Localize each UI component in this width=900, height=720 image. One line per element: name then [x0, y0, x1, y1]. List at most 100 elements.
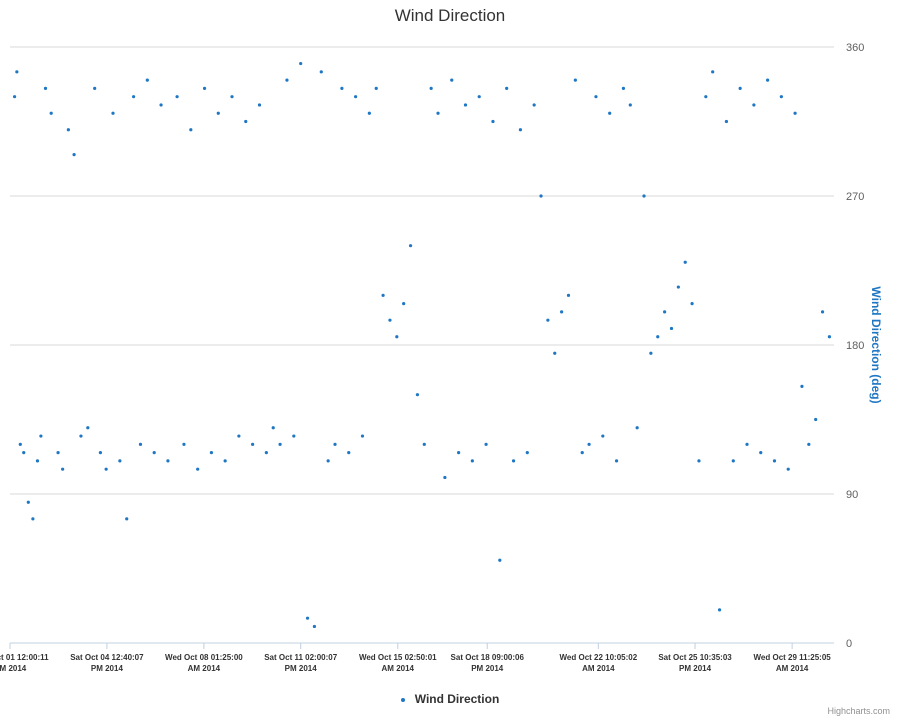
- data-point: [820, 310, 825, 314]
- data-point: [111, 111, 115, 115]
- data-point: [649, 351, 653, 355]
- data-point: [429, 86, 433, 90]
- y-tick-label: 90: [846, 489, 858, 501]
- data-point: [779, 95, 783, 99]
- data-point: [209, 451, 214, 455]
- data-point: [415, 393, 420, 397]
- data-point: [566, 293, 571, 297]
- data-point: [152, 451, 156, 455]
- data-point: [145, 78, 149, 82]
- x-tick-label: Sat Oct 04 12:40:07: [70, 653, 144, 662]
- x-tick-label: Wed Oct 15 02:50:01: [359, 653, 437, 662]
- data-point: [166, 459, 170, 463]
- x-tick-label: Sat Oct 25 10:35:03: [658, 653, 732, 662]
- data-point: [457, 451, 461, 455]
- data-point: [319, 70, 323, 74]
- data-point: [717, 608, 722, 612]
- data-point: [614, 459, 619, 463]
- x-tick-label-line2: PM 2014: [285, 664, 318, 673]
- x-tick-label: Wed Oct 01 12:00:11: [0, 653, 49, 662]
- data-point: [498, 558, 502, 562]
- data-point: [216, 111, 220, 115]
- data-point: [175, 95, 179, 99]
- y-tick-label: 180: [846, 340, 864, 352]
- data-point: [292, 434, 296, 438]
- data-point: [525, 451, 529, 455]
- data-point: [93, 86, 97, 90]
- data-point: [766, 78, 770, 82]
- data-point: [436, 111, 440, 115]
- data-point: [621, 86, 626, 90]
- data-point: [663, 310, 667, 314]
- data-point: [22, 451, 26, 455]
- data-point: [230, 95, 234, 99]
- x-tick-label-line2: AM 2014: [382, 664, 415, 673]
- data-point: [223, 459, 227, 463]
- data-point: [12, 95, 17, 99]
- data-point: [422, 442, 426, 446]
- data-point: [395, 335, 399, 339]
- data-point: [676, 285, 680, 289]
- data-point: [86, 426, 90, 430]
- data-point: [635, 426, 639, 430]
- data-point: [669, 326, 674, 331]
- y-tick-label: 360: [846, 42, 864, 54]
- data-point: [724, 119, 729, 124]
- credits-link[interactable]: Highcharts.com: [827, 706, 890, 716]
- x-tick-label: Sat Oct 18 09:00:06: [451, 653, 525, 662]
- data-point: [72, 153, 76, 157]
- data-point: [711, 70, 715, 74]
- data-point: [237, 434, 241, 438]
- data-point: [408, 244, 413, 248]
- data-point: [573, 78, 577, 82]
- x-tick-label-line2: PM 2014: [91, 664, 124, 673]
- data-point: [79, 434, 83, 438]
- data-point: [305, 616, 310, 620]
- data-point: [470, 459, 474, 463]
- data-point: [381, 293, 385, 297]
- data-point: [580, 451, 584, 455]
- data-point: [257, 103, 262, 107]
- data-point: [786, 467, 790, 471]
- data-point: [43, 86, 48, 90]
- data-point: [196, 467, 200, 471]
- data-point: [15, 70, 19, 74]
- data-point: [587, 442, 591, 446]
- data-point: [560, 310, 564, 314]
- data-point: [312, 624, 317, 629]
- data-point: [278, 442, 282, 446]
- legend-marker-icon: [400, 697, 405, 702]
- data-point: [539, 194, 543, 198]
- data-point: [61, 467, 65, 471]
- data-point: [491, 119, 495, 124]
- data-point: [450, 78, 454, 82]
- data-point: [683, 260, 687, 264]
- data-point: [594, 95, 598, 99]
- x-tick-label: Wed Oct 29 11:25:05: [754, 653, 832, 662]
- x-tick-label: Wed Oct 08 01:25:00: [165, 653, 243, 662]
- legend-label[interactable]: Wind Direction: [414, 692, 500, 706]
- data-point: [546, 318, 550, 322]
- data-point: [484, 442, 488, 446]
- data-point: [31, 517, 35, 521]
- data-point: [271, 426, 275, 430]
- data-point: [202, 86, 207, 90]
- data-point: [518, 128, 523, 132]
- data-point: [745, 442, 749, 446]
- data-point: [704, 95, 708, 99]
- data-point: [182, 442, 186, 446]
- data-point: [35, 459, 40, 463]
- data-point: [118, 459, 122, 463]
- x-tick-label: Sat Oct 11 02:00:07: [264, 653, 337, 662]
- data-point: [807, 442, 811, 446]
- data-point: [738, 86, 742, 90]
- data-point: [132, 95, 136, 99]
- data-point: [360, 434, 365, 438]
- data-point: [285, 78, 289, 82]
- legend[interactable]: Wind Direction: [0, 692, 900, 706]
- data-point: [299, 61, 303, 66]
- data-point: [731, 459, 735, 463]
- data-point: [752, 103, 756, 107]
- data-point: [532, 103, 536, 107]
- y-axis-title: Wind Direction (deg): [869, 286, 883, 403]
